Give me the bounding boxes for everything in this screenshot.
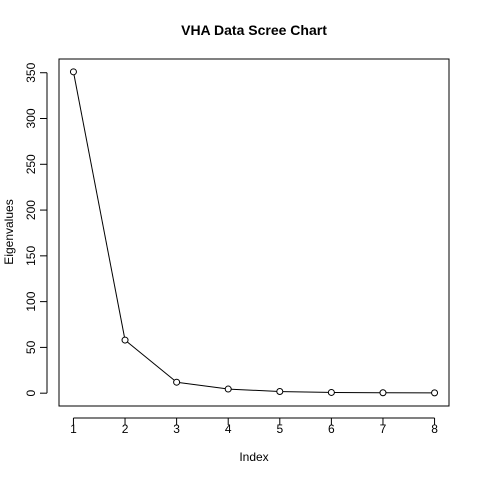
data-point (224, 385, 232, 393)
y-tick-label: 350 (24, 62, 38, 82)
x-tick-label: 7 (380, 422, 387, 436)
y-tick-label: 100 (24, 291, 38, 311)
data-point (379, 389, 387, 397)
series-line-segment (179, 382, 226, 390)
x-tick-label: 5 (276, 422, 283, 436)
y-tick-label: 200 (24, 200, 38, 220)
y-tick-label: 150 (24, 246, 38, 266)
data-point (173, 378, 181, 386)
x-tick-label: 3 (173, 422, 180, 436)
series-line-segment (127, 341, 175, 381)
chart-title: VHA Data Scree Chart (181, 22, 327, 38)
plot-area (69, 68, 439, 397)
plot-frame (58, 58, 450, 407)
series-line-segment (231, 388, 277, 392)
y-axis-label: Eigenvalues (2, 199, 16, 264)
y-tick-label: 300 (24, 108, 38, 128)
y-axis: 0 50 100 150 200 250 300 350 (24, 62, 48, 397)
series-line-segment (73, 74, 125, 338)
y-tick-label: 50 (24, 340, 38, 354)
y-tick-label: 0 (24, 390, 38, 397)
x-axis: 1 2 3 4 5 6 7 8 (70, 417, 438, 436)
data-point (431, 389, 439, 397)
x-tick-label: 4 (225, 422, 232, 436)
x-tick-label: 6 (328, 422, 335, 436)
x-tick-label: 1 (70, 422, 77, 436)
series-line-segment (282, 391, 329, 393)
data-point (69, 68, 77, 76)
x-axis-label: Index (239, 450, 268, 464)
y-tick-label: 250 (24, 154, 38, 174)
x-tick-label: 8 (431, 422, 438, 436)
x-tick-label: 2 (122, 422, 129, 436)
data-point (276, 388, 284, 396)
data-point (327, 388, 335, 396)
data-point (121, 336, 129, 344)
